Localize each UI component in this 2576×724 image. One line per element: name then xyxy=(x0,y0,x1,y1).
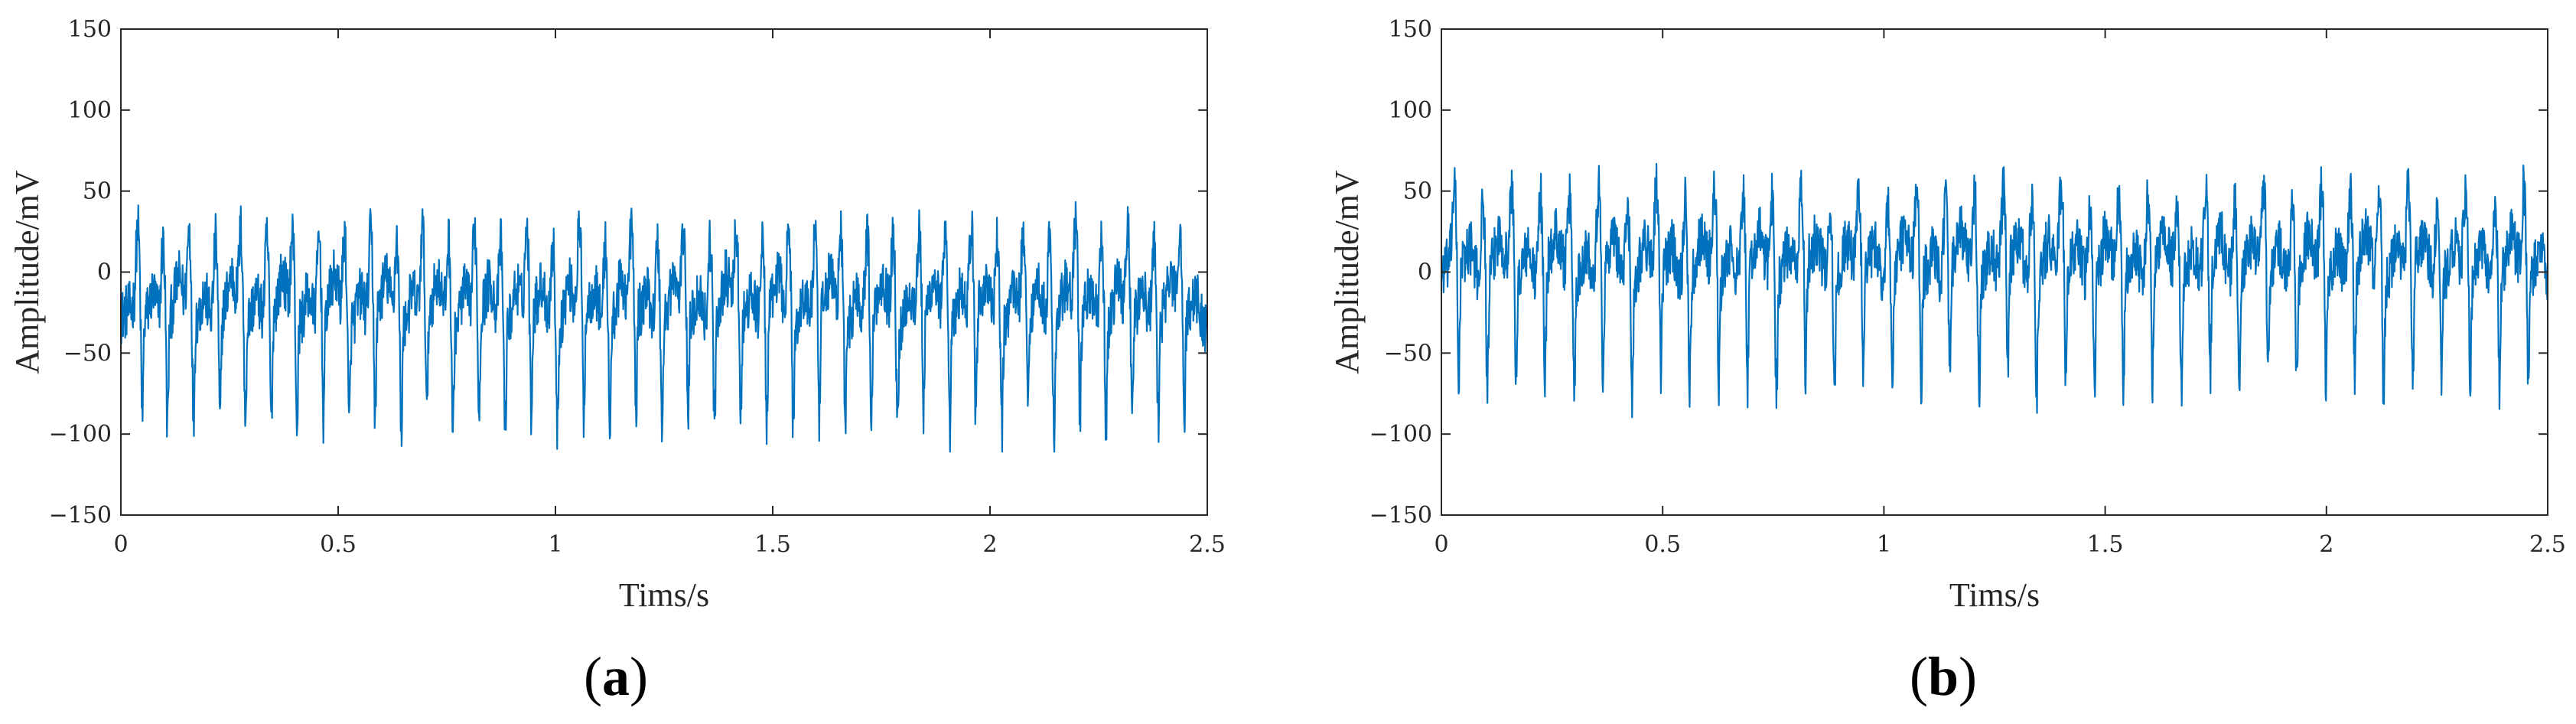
y-tick-label: 50 xyxy=(1403,178,1432,205)
x-tick-label: 1 xyxy=(1877,531,1891,558)
x-tick-label: 0.5 xyxy=(1644,531,1681,558)
y-tick-label: −100 xyxy=(1369,421,1432,448)
x-tick-label: 0 xyxy=(113,531,128,558)
y-tick-label: −50 xyxy=(64,340,112,367)
x-tick-label: 2 xyxy=(982,531,997,558)
panel-label: (b) xyxy=(1910,646,1977,707)
y-tick-label: 50 xyxy=(83,178,112,205)
x-tick-label: 0.5 xyxy=(320,531,357,558)
y-tick-label: 150 xyxy=(68,16,112,43)
y-tick-label: −50 xyxy=(1384,340,1432,367)
y-tick-label: −150 xyxy=(49,502,112,529)
x-tick-label: 0 xyxy=(1434,531,1448,558)
y-tick-label: −150 xyxy=(1369,502,1432,529)
chart-panel-b: 0 0.5 1 1.5 2 2.5 150 100 50 0 −50 −100 −150 Tims/s Am… xyxy=(1328,16,2566,707)
x-axis-title: Tims/s xyxy=(1949,576,2040,614)
y-tick-label: −100 xyxy=(49,421,112,448)
y-tick-label: 100 xyxy=(1389,97,1432,124)
x-tick-label: 2.5 xyxy=(1189,531,1226,558)
x-tick-label: 2.5 xyxy=(2529,531,2566,558)
panel-label: (a) xyxy=(584,646,648,707)
signal-line xyxy=(120,201,1209,453)
x-tick-label: 1.5 xyxy=(754,531,791,558)
signal-line xyxy=(1440,162,2549,419)
y-tick-label: 100 xyxy=(68,97,112,124)
chart-panel-a: 0 0.5 1 1.5 2 2.5 150 100 50 0 −50 −100 −150 Tims/s Am… xyxy=(8,16,1226,707)
y-axis-title: Amplitude/mV xyxy=(8,170,46,374)
y-axis-title: Amplitude/mV xyxy=(1328,170,1366,374)
y-tick-label: 0 xyxy=(1418,259,1432,286)
x-tick-label: 2 xyxy=(2319,531,2333,558)
x-tick-label: 1 xyxy=(548,531,562,558)
y-tick-label: 0 xyxy=(97,259,112,286)
x-tick-label: 1.5 xyxy=(2087,531,2124,558)
y-tick-label: 150 xyxy=(1389,16,1432,43)
x-axis-title: Tims/s xyxy=(619,576,709,614)
